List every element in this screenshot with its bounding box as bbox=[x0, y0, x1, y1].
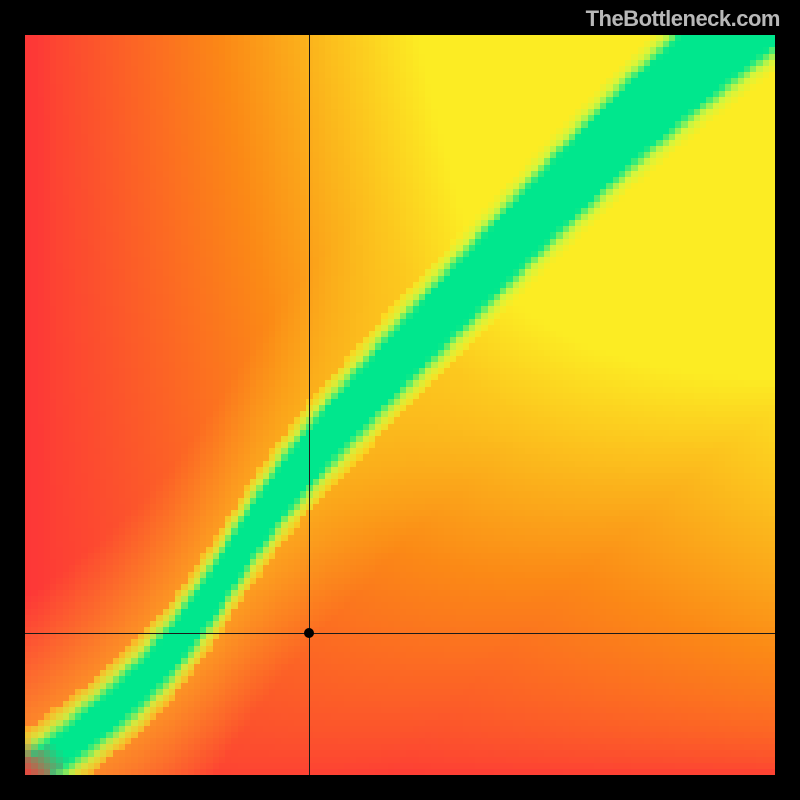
heatmap-canvas bbox=[25, 35, 775, 775]
watermark-text: TheBottleneck.com bbox=[586, 6, 780, 32]
heatmap-plot bbox=[25, 35, 775, 775]
